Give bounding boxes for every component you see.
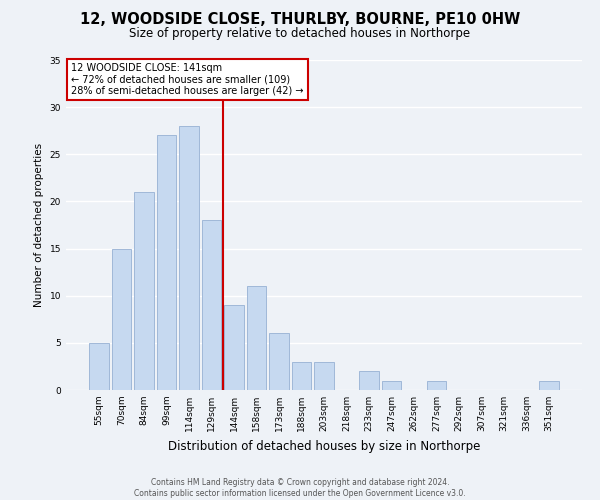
- Bar: [134, 192, 154, 390]
- Bar: [89, 343, 109, 390]
- Bar: [382, 380, 401, 390]
- Bar: [427, 380, 446, 390]
- Bar: [247, 286, 266, 390]
- Text: Size of property relative to detached houses in Northorpe: Size of property relative to detached ho…: [130, 28, 470, 40]
- Text: 12 WOODSIDE CLOSE: 141sqm
← 72% of detached houses are smaller (109)
28% of semi: 12 WOODSIDE CLOSE: 141sqm ← 72% of detac…: [71, 64, 304, 96]
- Bar: [539, 380, 559, 390]
- Bar: [157, 136, 176, 390]
- Y-axis label: Number of detached properties: Number of detached properties: [34, 143, 44, 307]
- X-axis label: Distribution of detached houses by size in Northorpe: Distribution of detached houses by size …: [168, 440, 480, 452]
- Text: Contains HM Land Registry data © Crown copyright and database right 2024.
Contai: Contains HM Land Registry data © Crown c…: [134, 478, 466, 498]
- Bar: [314, 362, 334, 390]
- Bar: [112, 248, 131, 390]
- Bar: [292, 362, 311, 390]
- Text: 12, WOODSIDE CLOSE, THURLBY, BOURNE, PE10 0HW: 12, WOODSIDE CLOSE, THURLBY, BOURNE, PE1…: [80, 12, 520, 28]
- Bar: [224, 305, 244, 390]
- Bar: [179, 126, 199, 390]
- Bar: [269, 334, 289, 390]
- Bar: [202, 220, 221, 390]
- Bar: [359, 371, 379, 390]
